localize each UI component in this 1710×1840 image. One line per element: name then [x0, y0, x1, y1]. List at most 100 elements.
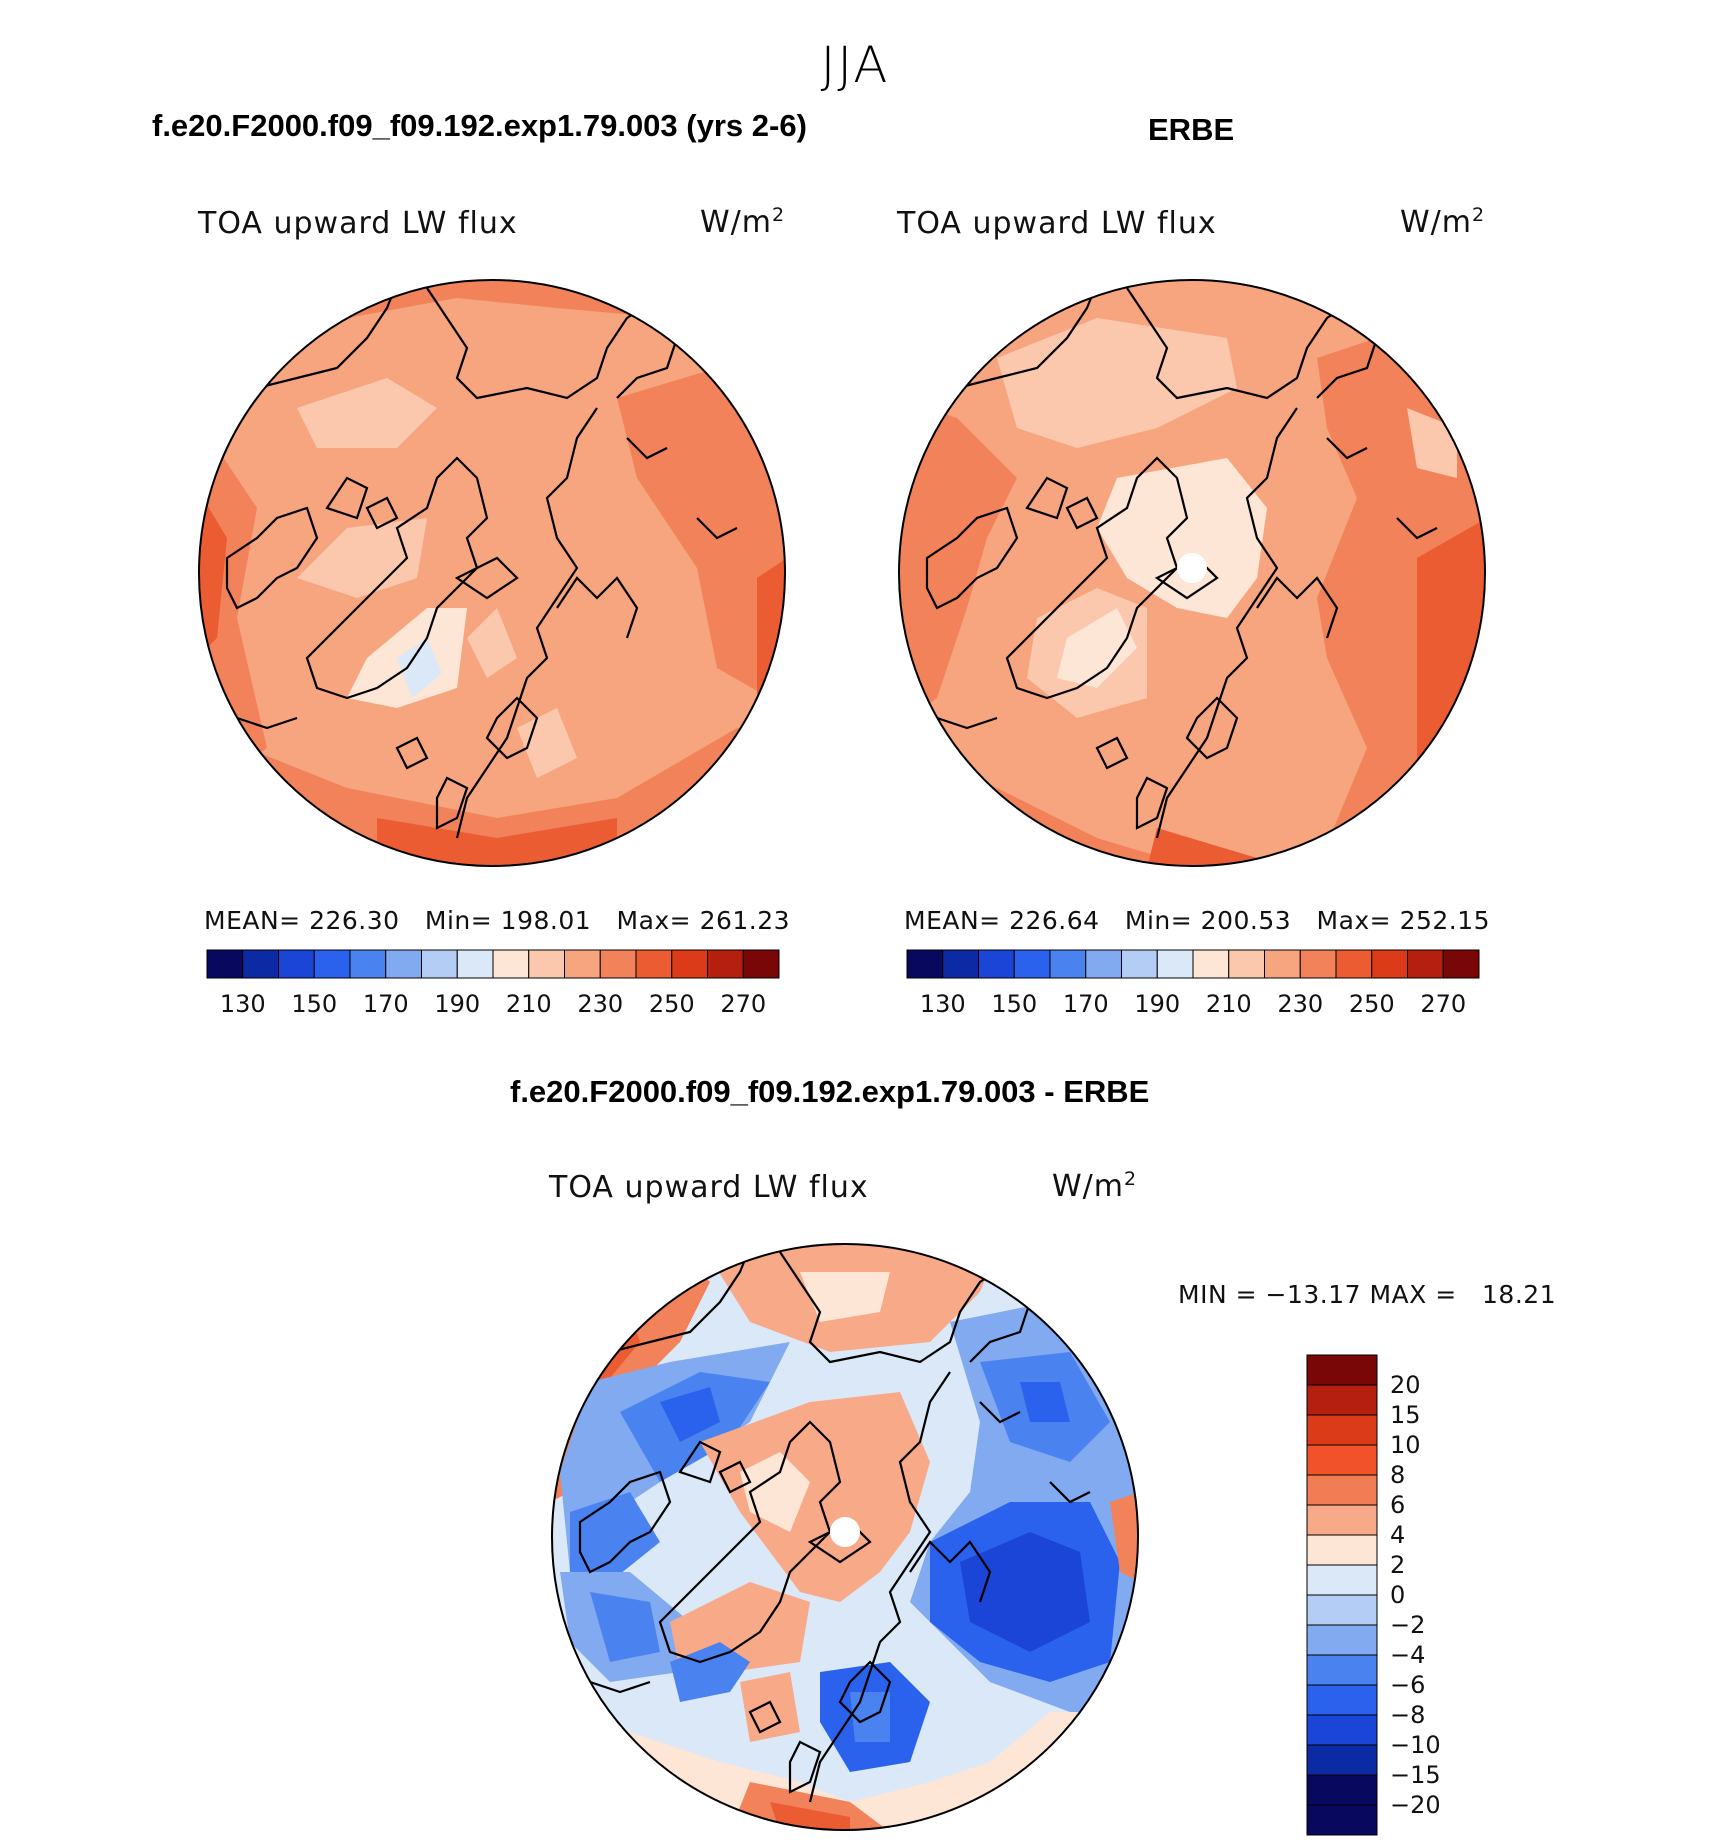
panel-3-colorbar-tick-label: 4	[1390, 1521, 1406, 1549]
panel-3-units: W/m2	[1052, 1168, 1138, 1204]
panel-2-colorbar-tick-label: 270	[1420, 990, 1467, 1018]
panel-2-colorbar-swatch	[1442, 949, 1480, 979]
panel-2-colorbar-swatch	[1192, 949, 1230, 979]
panel-1-colorbar-swatch	[242, 949, 279, 979]
panel-2-colorbar-tick-label: 130	[919, 990, 966, 1018]
panel-3-colorbar-tick-label: 15	[1390, 1401, 1421, 1429]
panel-1-stats: MEAN= 226.30 Min= 198.01 Max= 261.23	[204, 906, 791, 935]
season-title: JJA	[820, 36, 890, 94]
panel-3-colorbar-tick-label: 20	[1390, 1371, 1421, 1399]
panel-1-colorbar-tick-label: 230	[577, 990, 624, 1018]
panel-3-colorbar-tick-label: −10	[1390, 1731, 1441, 1759]
panel-2-units: W/m2	[1400, 204, 1486, 240]
panel-1-colorbar-tick-label: 190	[434, 990, 481, 1018]
panel-1-colorbar-tick-label: 130	[219, 990, 266, 1018]
panel-3-colorbar-tick-label: −6	[1390, 1671, 1426, 1699]
panel-1-units: W/m2	[700, 204, 786, 240]
panel-2-colorbar-swatch	[1371, 949, 1408, 979]
panel-3-colorbar-tick-label: −15	[1390, 1761, 1441, 1789]
panel-3-colorbar-swatch	[1306, 1714, 1378, 1746]
panel-1-colorbar	[206, 949, 780, 979]
panel-2-colorbar-swatch	[906, 949, 944, 979]
panel-3-colorbar-swatch	[1306, 1654, 1378, 1686]
panel-2-colorbar-swatch	[1121, 949, 1158, 979]
panel-2-polar-map	[898, 279, 1486, 867]
panel-3-colorbar-ticks: 20 15 10 8 6 4 2 0 −2 −4 −6 −8 −10 −15 −20	[1390, 1355, 1500, 1835]
panel-3-colorbar-swatch	[1306, 1564, 1378, 1596]
panel-2-colorbar-swatch	[1085, 949, 1122, 979]
panel-3-colorbar-tick-label: −20	[1390, 1791, 1441, 1819]
panel-1-colorbar-swatch	[385, 949, 422, 979]
panel-2-colorbar-swatch	[942, 949, 979, 979]
panel-1-colorbar-swatch	[278, 949, 315, 979]
panel-2-coastlines	[906, 282, 1438, 839]
panel-1-colorbar-tick-label: 250	[648, 990, 695, 1018]
panel-3-pole-hole	[830, 1517, 860, 1547]
panel-3-colorbar-swatch	[1306, 1774, 1378, 1806]
panel-1-colorbar-swatch	[599, 949, 637, 979]
panel-1-colorbar-swatch	[742, 949, 780, 979]
panel-3-colorbar-swatch	[1306, 1744, 1378, 1776]
panel-3-colorbar-swatch	[1306, 1504, 1378, 1536]
panel-2-colorbar-swatch	[1156, 949, 1194, 979]
panel-1-colorbar-swatch	[421, 949, 458, 979]
panel-1-colorbar-tick-label: 210	[505, 990, 552, 1018]
panel-1-polar-map	[198, 279, 786, 867]
panel-1-colorbar-swatch	[707, 949, 744, 979]
panel-2-colorbar-swatch	[1335, 949, 1373, 979]
panel-1-colorbar-swatch	[456, 949, 494, 979]
panel-3-colorbar	[1306, 1354, 1378, 1836]
panel-3-colorbar-tick-label: 8	[1390, 1461, 1406, 1489]
panel-2-colorbar	[906, 949, 1480, 979]
panel-1-colorbar-tick-label: 150	[291, 990, 338, 1018]
panel-2-colorbar-swatch	[1013, 949, 1051, 979]
panel-2-colorbar-ticks: 130 150 170 190 210 230 250 270	[907, 990, 1479, 1020]
panel-2-colorbar-swatch	[978, 949, 1015, 979]
panel-2-colorbar-tick-label: 210	[1205, 990, 1252, 1018]
panel-1-colorbar-swatch	[313, 949, 351, 979]
panel-3-colorbar-swatch	[1306, 1444, 1378, 1476]
panel-1-variable: TOA upward LW flux	[198, 206, 518, 241]
panel-1-colorbar-swatch	[564, 949, 601, 979]
panel-2-variable: TOA upward LW flux	[897, 206, 1217, 241]
panel-3-colorbar-swatch	[1306, 1804, 1378, 1836]
panel-2-colorbar-tick-label: 190	[1134, 990, 1181, 1018]
panel-3-colorbar-tick-label: 0	[1390, 1581, 1406, 1609]
panel-1-colorbar-tick-label: 270	[720, 990, 767, 1018]
panel-3-colorbar-tick-label: 6	[1390, 1491, 1406, 1519]
panel-1-colorbar-swatch	[349, 949, 387, 979]
panel-3-colorbar-swatch	[1306, 1384, 1378, 1416]
panel-3-title: f.e20.F2000.f09_f09.192.exp1.79.003 - ER…	[510, 1074, 1150, 1109]
panel-2-stats: MEAN= 226.64 Min= 200.53 Max= 252.15	[904, 906, 1491, 935]
panel-2-colorbar-swatch	[1299, 949, 1337, 979]
panel-2-pole-hole	[1177, 553, 1207, 583]
panel-3-polar-map	[551, 1243, 1139, 1831]
panel-3-colorbar-swatch	[1306, 1354, 1378, 1386]
panel-1-title: f.e20.F2000.f09_f09.192.exp1.79.003 (yrs…	[152, 108, 807, 143]
panel-2-colorbar-tick-label: 230	[1277, 990, 1324, 1018]
panel-2-colorbar-swatch	[1049, 949, 1087, 979]
panel-1-colorbar-swatch	[528, 949, 565, 979]
panel-2-colorbar-tick-label: 170	[1062, 990, 1109, 1018]
panel-3-colorbar-tick-label: −4	[1390, 1641, 1426, 1669]
panel-3-colorbar-swatch	[1306, 1684, 1378, 1716]
panel-1-colorbar-swatch	[671, 949, 708, 979]
panel-3-colorbar-swatch	[1306, 1534, 1378, 1566]
panel-3-colorbar-tick-label: −8	[1390, 1701, 1426, 1729]
panel-3-colorbar-swatch	[1306, 1414, 1378, 1446]
panel-3-colorbar-swatch	[1306, 1594, 1378, 1626]
panel-1-colorbar-tick-label: 170	[362, 990, 409, 1018]
panel-2-colorbar-swatch	[1407, 949, 1444, 979]
panel-2-colorbar-tick-label: 150	[991, 990, 1038, 1018]
panel-2-title: ERBE	[1148, 112, 1235, 147]
panel-3-stats: MIN = −13.17 MAX = 18.21	[1178, 1280, 1557, 1309]
panel-2-colorbar-swatch	[1264, 949, 1301, 979]
panel-3-colorbar-tick-label: 2	[1390, 1551, 1406, 1579]
panel-3-colorbar-swatch	[1306, 1624, 1378, 1656]
panel-1-colorbar-swatch	[635, 949, 673, 979]
panel-3-colorbar-tick-label: −2	[1390, 1611, 1426, 1639]
panel-3-colorbar-swatch	[1306, 1474, 1378, 1506]
panel-1-colorbar-swatch	[206, 949, 244, 979]
panel-2-colorbar-tick-label: 250	[1348, 990, 1395, 1018]
panel-3-colorbar-tick-label: 10	[1390, 1431, 1421, 1459]
